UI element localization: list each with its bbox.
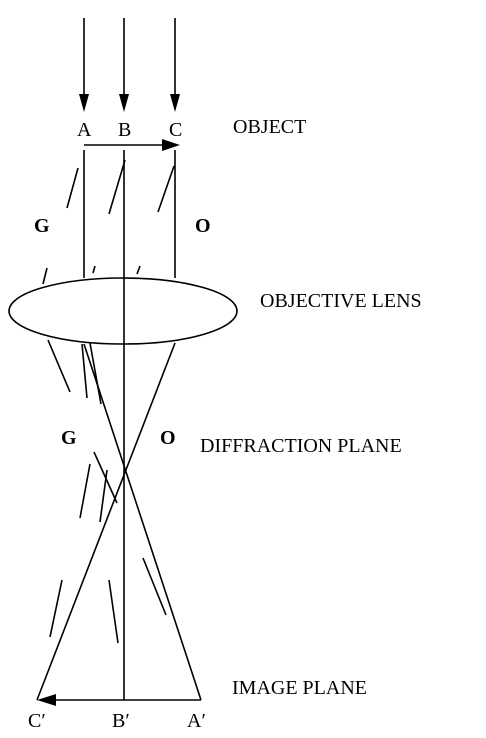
- image-plane-label: IMAGE PLANE: [232, 677, 367, 699]
- beam-label-g-upper: G: [34, 215, 50, 237]
- image-arrowhead: [37, 694, 56, 706]
- incident-beams: [79, 18, 180, 112]
- converging-rays: [36, 342, 202, 701]
- beam-label-o-lower: O: [160, 427, 176, 449]
- incident-arrowhead-a: [79, 94, 89, 112]
- point-label-a-prime: A′: [187, 710, 206, 732]
- incident-arrowhead-b: [119, 94, 129, 112]
- point-label-a: A: [77, 119, 92, 141]
- diffraction-plane-label: DIFFRACTION PLANE: [200, 435, 402, 457]
- objective-lens: [8, 277, 238, 345]
- diffracted-rays-lower: [47, 339, 167, 644]
- diffracted-rays-upper: [42, 159, 175, 285]
- point-label-b-prime: B′: [112, 710, 130, 732]
- beam-label-o-upper: O: [195, 215, 211, 237]
- point-label-c: C: [169, 119, 182, 141]
- objective-lens-label: OBJECTIVE LENS: [260, 290, 422, 312]
- point-label-c-prime: C′: [28, 710, 46, 732]
- beam-label-g-lower: G: [61, 427, 77, 449]
- object-plane-label: OBJECT: [233, 116, 306, 138]
- point-label-b: B: [118, 119, 131, 141]
- incident-arrowhead-c: [170, 94, 180, 112]
- object-arrowhead: [162, 139, 180, 151]
